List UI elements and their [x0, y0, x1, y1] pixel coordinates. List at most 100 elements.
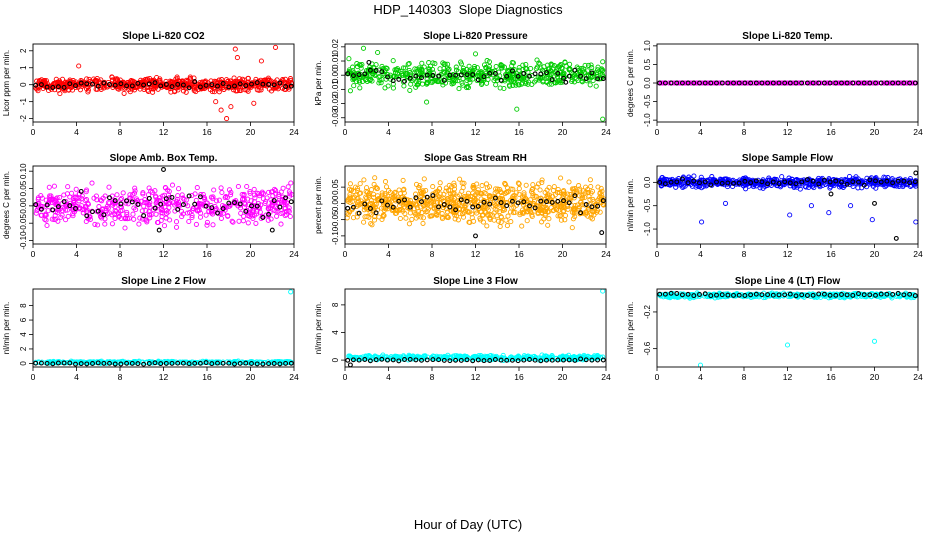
data-point-hourly — [736, 80, 742, 86]
data-point-slopes — [773, 180, 779, 186]
data-point-slopes — [549, 62, 555, 68]
data-point-slopes — [887, 80, 893, 86]
data-point-hourly — [118, 201, 124, 207]
data-point-slopes — [55, 207, 61, 213]
data-point-hourly — [271, 361, 277, 366]
data-point-slopes — [232, 80, 238, 86]
data-point-slopes — [722, 200, 729, 206]
data-point-hourly — [186, 85, 192, 91]
data-point-hourly — [447, 204, 453, 210]
data-point-slopes — [146, 201, 152, 208]
x-tick-label: 8 — [430, 372, 435, 382]
data-point-hourly — [38, 206, 44, 212]
data-point-slopes — [53, 216, 59, 222]
data-point-slopes — [50, 82, 56, 88]
data-point-slopes — [132, 188, 138, 194]
data-point-hourly — [453, 72, 459, 78]
data-point-hourly — [691, 178, 697, 184]
x-tick-label: 16 — [202, 127, 212, 137]
data-point-slopes — [154, 197, 160, 203]
data-point-hourly — [589, 357, 595, 363]
data-point-slopes — [47, 193, 53, 199]
data-point-slopes — [785, 80, 791, 86]
data-point-slopes — [562, 205, 568, 211]
x-tick-label: 24 — [913, 372, 923, 382]
data-point-hourly — [509, 198, 515, 204]
data-point-slopes — [700, 80, 706, 86]
data-point-hourly — [770, 80, 776, 86]
data-point-slopes — [548, 68, 554, 74]
data-point-hourly — [44, 360, 50, 366]
x-tick-label: 0 — [343, 249, 348, 259]
data-point-hourly — [362, 201, 368, 207]
panel-title: Slope Gas Stream RH — [424, 153, 527, 164]
data-point-hourly — [152, 360, 158, 366]
data-point-hourly — [249, 203, 254, 209]
data-point-hourly — [748, 180, 754, 186]
data-point-slopes — [594, 208, 601, 214]
data-point-hourly — [197, 194, 203, 200]
data-point-hourly — [475, 77, 481, 83]
data-point-slopes — [569, 225, 575, 231]
y-tick-label: 0.00 — [331, 67, 340, 83]
data-point-hourly — [657, 80, 663, 86]
y-tick-label: 0.00 — [331, 195, 340, 211]
data-point-hourly — [470, 358, 476, 364]
data-point-slopes — [65, 80, 71, 86]
data-point-slopes — [507, 209, 514, 215]
data-point-hourly — [810, 80, 816, 86]
data-point-hourly — [907, 80, 913, 86]
y-tick-label: 0 — [19, 361, 28, 366]
data-point-slopes — [167, 217, 173, 223]
data-point-slopes — [818, 176, 824, 182]
data-point-slopes — [51, 183, 57, 189]
x-tick-label: 12 — [159, 249, 169, 259]
data-point-slopes — [235, 183, 241, 190]
data-point-slopes — [595, 184, 601, 190]
data-point-hourly — [589, 70, 595, 76]
data-point-hourly — [243, 83, 249, 89]
data-point-slopes — [661, 178, 667, 184]
data-point-hourly — [913, 170, 918, 176]
data-point-slopes — [554, 207, 560, 213]
data-point-slopes — [33, 85, 39, 91]
data-point-hourly — [413, 73, 419, 79]
data-point-slopes — [456, 86, 462, 92]
y-tick-label: -0.5 — [643, 94, 652, 108]
data-point-slopes — [767, 80, 774, 86]
data-point-slopes — [123, 200, 129, 206]
data-point-slopes — [158, 210, 164, 216]
data-point-slopes — [494, 213, 500, 219]
data-point-slopes — [471, 63, 478, 70]
data-point-slopes — [501, 85, 507, 92]
data-point-hourly — [436, 204, 442, 210]
data-point-hourly — [458, 357, 464, 363]
data-point-slopes — [397, 206, 403, 213]
data-point-slopes — [265, 205, 271, 212]
data-point-slopes — [465, 85, 471, 91]
x-tick-label: 20 — [246, 249, 256, 259]
x-tick-label: 4 — [74, 249, 79, 259]
data-point-hourly — [498, 357, 504, 363]
data-point-slopes — [422, 353, 428, 359]
data-point-slopes — [364, 185, 370, 191]
data-point-hourly — [249, 81, 254, 87]
data-point-hourly — [527, 73, 532, 79]
data-point-slopes — [360, 45, 367, 51]
data-point-hourly — [237, 201, 243, 207]
y-tick-label: -0.10 — [19, 231, 28, 250]
data-point-hourly — [367, 206, 373, 211]
data-point-hourly — [169, 360, 175, 366]
data-point-slopes — [361, 177, 367, 183]
data-point-slopes — [403, 215, 409, 221]
data-point-hourly — [776, 181, 782, 187]
data-point-slopes — [266, 86, 272, 92]
data-point-slopes — [410, 353, 416, 359]
data-point-slopes — [286, 208, 292, 214]
data-point-slopes — [564, 191, 571, 197]
data-point-slopes — [379, 192, 385, 198]
data-point-slopes — [544, 194, 550, 200]
data-point-slopes — [548, 61, 554, 67]
data-point-slopes — [550, 187, 556, 194]
